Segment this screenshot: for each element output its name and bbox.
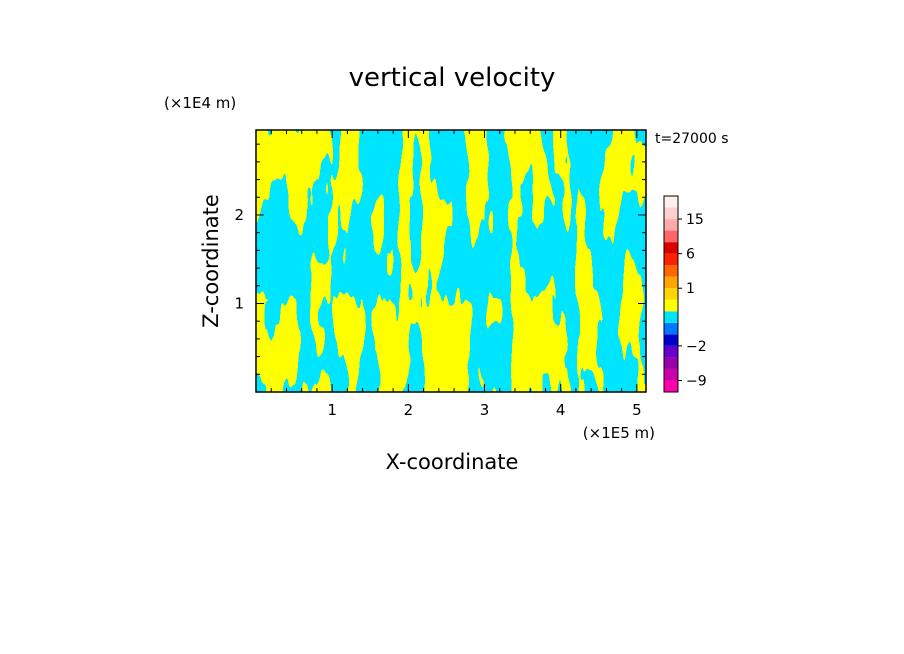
- x-tick-label: 4: [556, 401, 566, 419]
- colorbar-tick-label: 1: [686, 281, 695, 297]
- colorbar-swatch: [664, 334, 678, 346]
- colorbar-swatch: [664, 253, 678, 266]
- colorbar-swatch: [664, 276, 678, 289]
- colorbar-frame: [663, 195, 679, 393]
- colorbar-swatch: [664, 207, 678, 220]
- colorbar-tick-label: 6: [686, 247, 695, 263]
- colorbar-swatch: [664, 219, 678, 231]
- x-axis: 1 2 3 4 5: [270, 130, 642, 419]
- y-tick-label: 2: [234, 206, 244, 224]
- colorbar: −9 −2 1 6 15: [663, 195, 707, 393]
- colorbar-swatch: [664, 368, 678, 381]
- colorbar-swatch: [664, 265, 678, 277]
- y-tick-label: 1: [234, 294, 244, 312]
- colorbar-swatch: [664, 311, 678, 323]
- x-axis-label: X-coordinate: [386, 450, 519, 474]
- y-axis-label: Z-coordinate: [199, 194, 223, 328]
- colorbar-swatch: [664, 230, 678, 243]
- x-tick-label: 5: [632, 401, 642, 419]
- y-axis: 12: [234, 143, 646, 375]
- y-unit-label: (×1E4 m): [164, 94, 236, 112]
- x-tick-label: 1: [327, 401, 337, 419]
- x-tick-label: 2: [404, 401, 414, 419]
- colorbar-swatch: [664, 196, 678, 208]
- plot-frame: [255, 129, 647, 393]
- negative-region: [256, 130, 646, 392]
- colorbar-tick-label: −2: [686, 339, 707, 355]
- x-tick-label: 3: [480, 401, 490, 419]
- colorbar-swatch: [664, 345, 678, 358]
- x-unit-label: (×1E5 m): [583, 424, 655, 442]
- heatmap-field: [256, 130, 646, 392]
- colorbar-swatch: [664, 242, 678, 254]
- time-label: t=27000 s: [655, 131, 729, 147]
- colorbar-swatch: [664, 299, 678, 312]
- colorbar-tick-label: −9: [686, 373, 707, 389]
- colorbar-swatch: [664, 380, 678, 392]
- colorbar-swatch: [664, 322, 678, 335]
- colorbar-tick-label: 15: [686, 212, 704, 228]
- colorbar-swatch: [664, 357, 678, 369]
- colorbar-swatch: [664, 288, 678, 300]
- chart-title: vertical velocity: [349, 63, 556, 93]
